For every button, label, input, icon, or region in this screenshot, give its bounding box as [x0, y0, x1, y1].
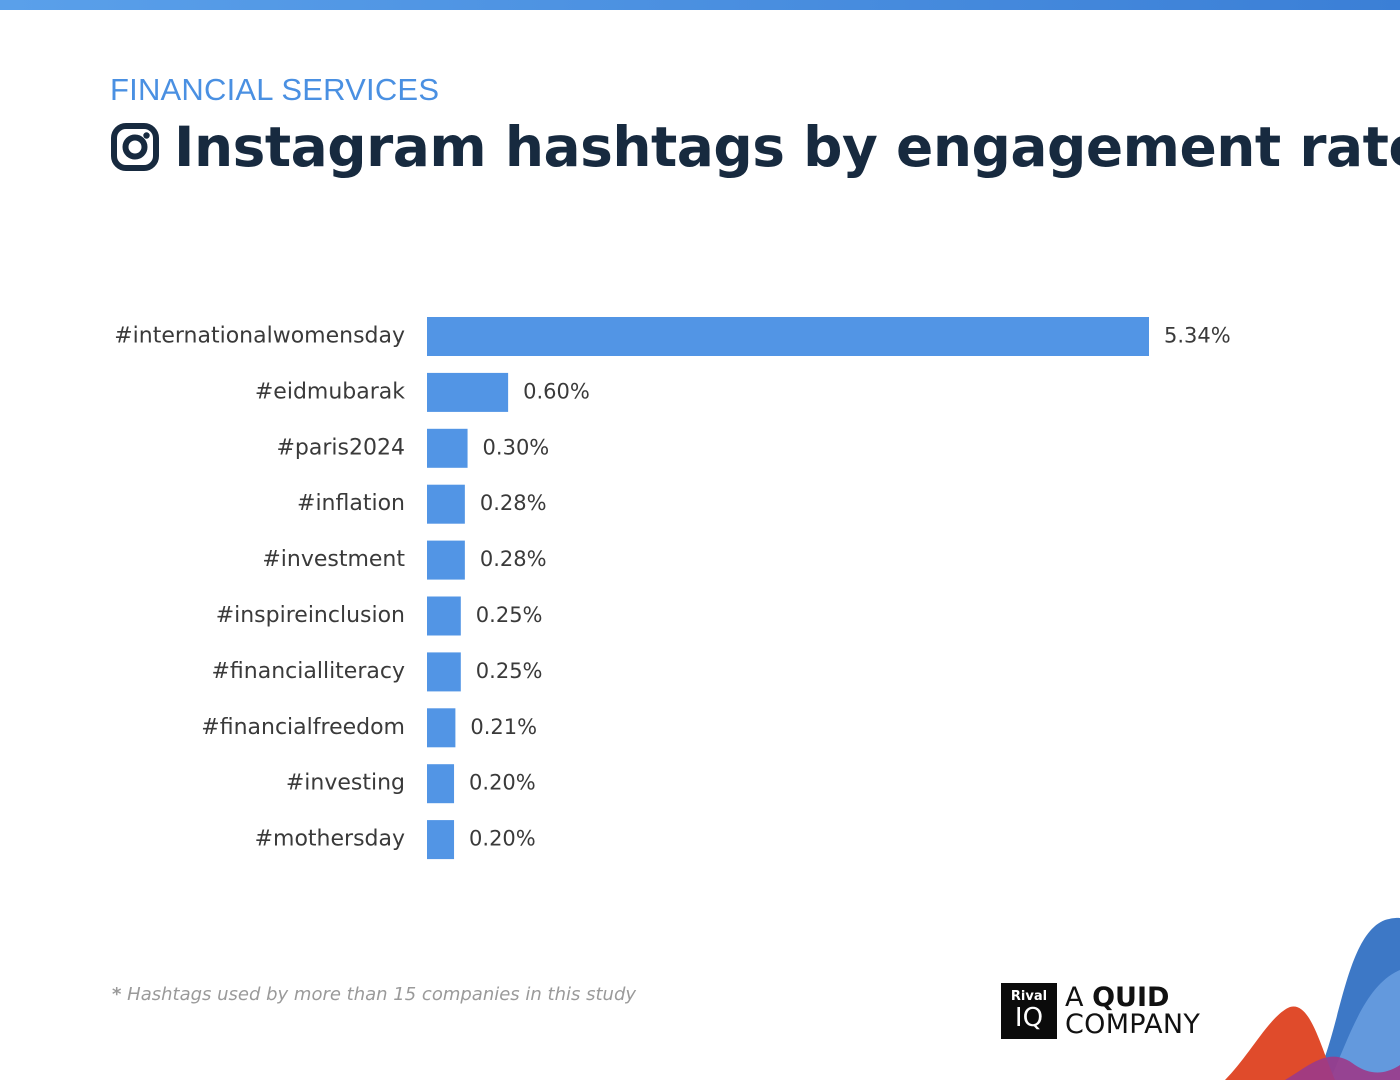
value-label: 0.25%: [476, 659, 543, 683]
logo-line2: COMPANY: [1065, 1009, 1201, 1040]
category-label: #mothersday: [255, 827, 405, 852]
logo-box-line1: Rival: [1010, 989, 1048, 1004]
bar: [427, 820, 455, 860]
bar: [427, 596, 461, 636]
instagram-icon: [111, 123, 159, 171]
value-label: 0.25%: [476, 603, 543, 627]
category-label: #financialliteracy: [212, 659, 406, 684]
value-label: 0.28%: [480, 547, 547, 571]
value-label: 0.20%: [469, 827, 536, 851]
footnote-star: *: [112, 984, 122, 1005]
logo-line1-bold: QUID: [1092, 982, 1170, 1013]
rivaliq-logo-box: Rival IQ: [1001, 983, 1057, 1039]
category-label: #paris2024: [277, 435, 406, 460]
bar: [427, 540, 465, 580]
category-label: #inspireinclusion: [216, 603, 405, 628]
title-row: Instagram hashtags by engagement rate: [110, 112, 1400, 182]
bar: [427, 484, 465, 524]
top-accent-bar: [0, 0, 1400, 10]
value-label: 5.34%: [1164, 324, 1231, 348]
category-label: FINANCIAL SERVICES: [110, 72, 440, 107]
bar: [427, 764, 455, 804]
value-label: 0.20%: [469, 771, 536, 795]
footnote-text: Hashtags used by more than 15 companies …: [127, 984, 637, 1005]
bar: [427, 708, 456, 748]
logo-box-line2: IQ: [1014, 1003, 1044, 1033]
value-label: 0.21%: [470, 715, 537, 739]
category-label: #financialfreedom: [201, 715, 405, 740]
category-label: #investment: [262, 547, 405, 572]
bar: [427, 317, 1149, 356]
page-title: Instagram hashtags by engagement rate: [174, 115, 1400, 179]
category-label: #eidmubarak: [255, 379, 405, 404]
category-label: #investing: [286, 771, 405, 796]
quid-company-text: A QUID COMPANY: [1065, 984, 1200, 1038]
category-label: #internationalwomensday: [114, 324, 405, 349]
value-label: 0.30%: [483, 435, 550, 459]
corner-wave-decoration: [1225, 917, 1400, 1080]
rivaliq-logo: Rival IQ A QUID COMPANY: [1001, 982, 1200, 1040]
bar: [427, 652, 461, 692]
bar: [427, 372, 509, 412]
bar: [427, 428, 468, 468]
value-label: 0.60%: [523, 379, 590, 403]
value-label: 0.28%: [480, 491, 547, 515]
logo-line1-prefix: A: [1065, 982, 1093, 1013]
category-label: #inflation: [297, 491, 405, 516]
footnote: * Hashtags used by more than 15 companie…: [112, 984, 636, 1005]
